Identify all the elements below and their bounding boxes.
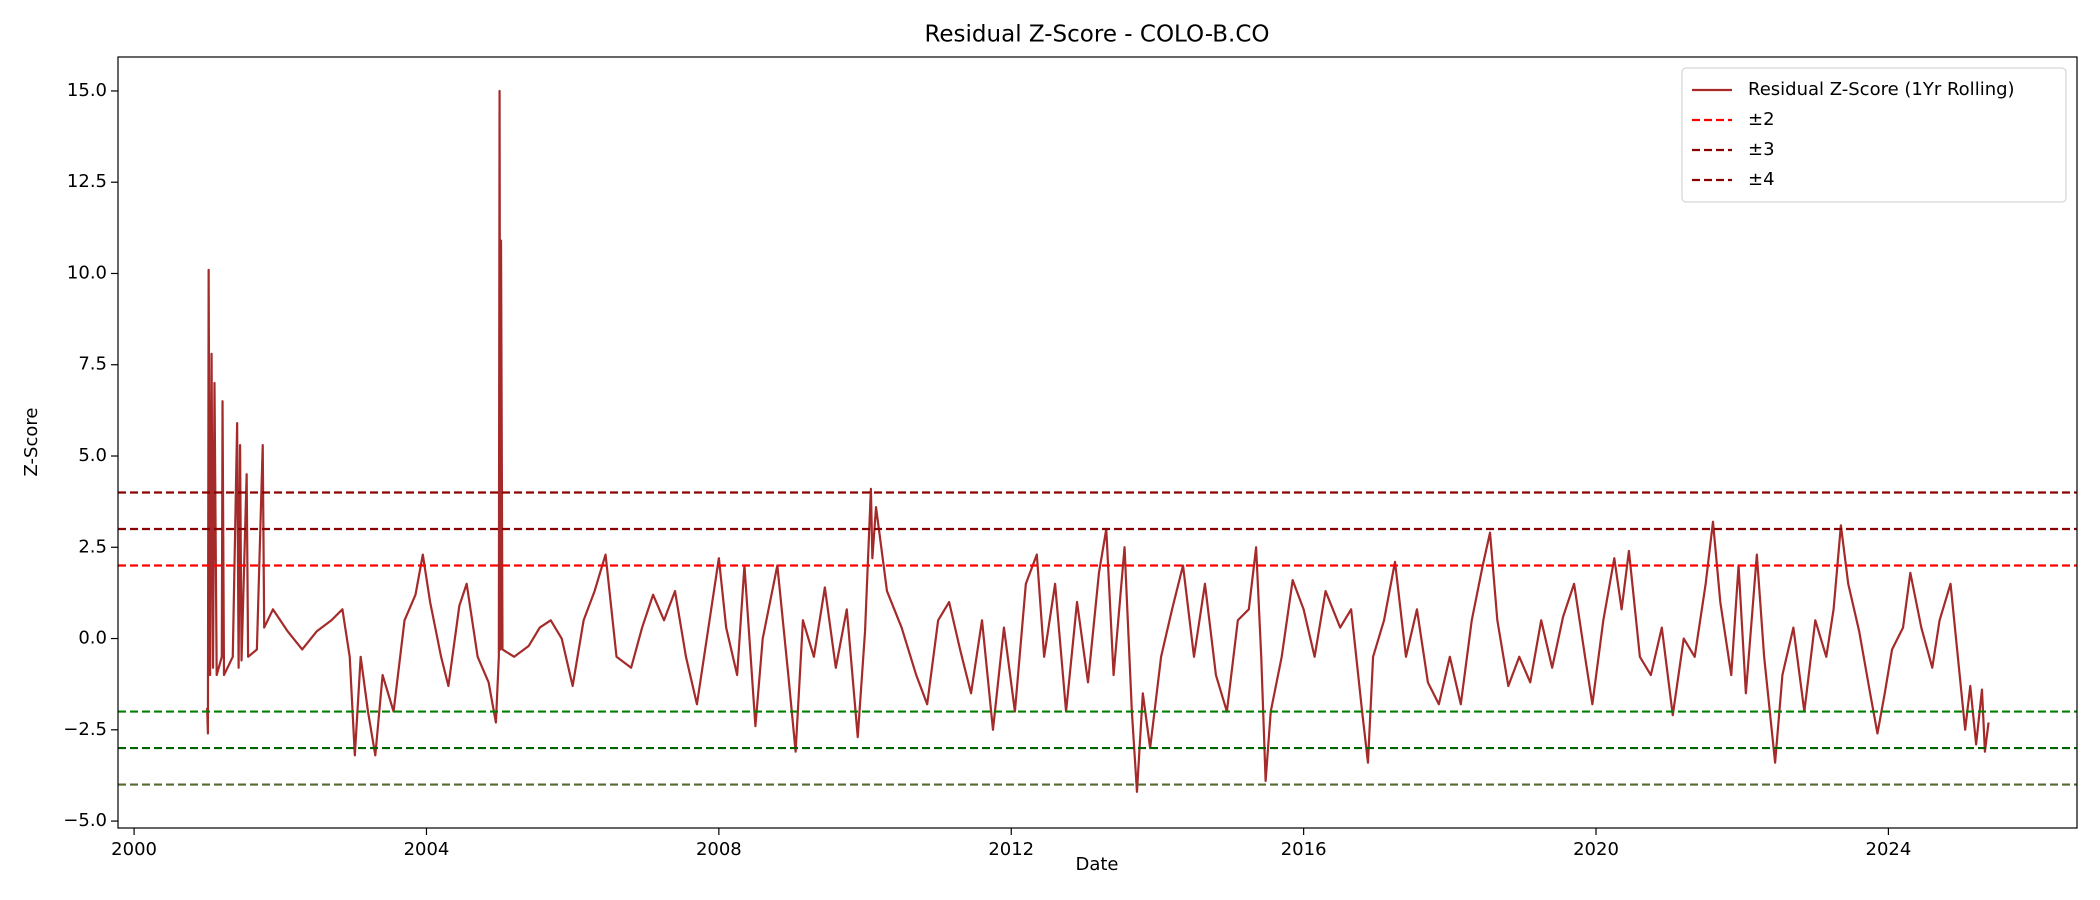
y-tick-label: 0.0 <box>78 628 107 649</box>
legend-label: Residual Z-Score (1Yr Rolling) <box>1748 79 2015 100</box>
legend-label: ±3 <box>1748 139 1775 160</box>
x-tick-label: 2020 <box>1573 839 1619 860</box>
chart-title: Residual Z-Score - COLO-B.CO <box>924 22 1269 48</box>
data-line <box>206 89 1990 793</box>
y-tick-label: 15.0 <box>67 80 107 101</box>
x-axis-label: Date <box>1075 854 1118 875</box>
x-tick-label: 2004 <box>404 839 450 860</box>
plot-frame <box>117 56 2078 829</box>
y-tick-label: 7.5 <box>78 354 107 375</box>
y-tick-label: 5.0 <box>78 445 107 466</box>
legend-label: ±4 <box>1748 169 1775 190</box>
legend-label: ±2 <box>1748 109 1775 130</box>
y-tick-label: −5.0 <box>63 810 107 831</box>
y-axis-label: Z-Score <box>21 408 42 477</box>
legend-box <box>1681 67 2067 203</box>
x-tick-label: 2024 <box>1866 839 1912 860</box>
y-tick-label: 10.0 <box>67 262 107 283</box>
y-tick-label: −2.5 <box>63 719 107 740</box>
x-tick-label: 2012 <box>988 839 1034 860</box>
x-tick-label: 2016 <box>1281 839 1327 860</box>
y-tick-label: 2.5 <box>78 536 107 557</box>
x-tick-label: 2008 <box>696 839 742 860</box>
y-tick-label: 12.5 <box>67 171 107 192</box>
x-tick-label: 2000 <box>111 839 157 860</box>
